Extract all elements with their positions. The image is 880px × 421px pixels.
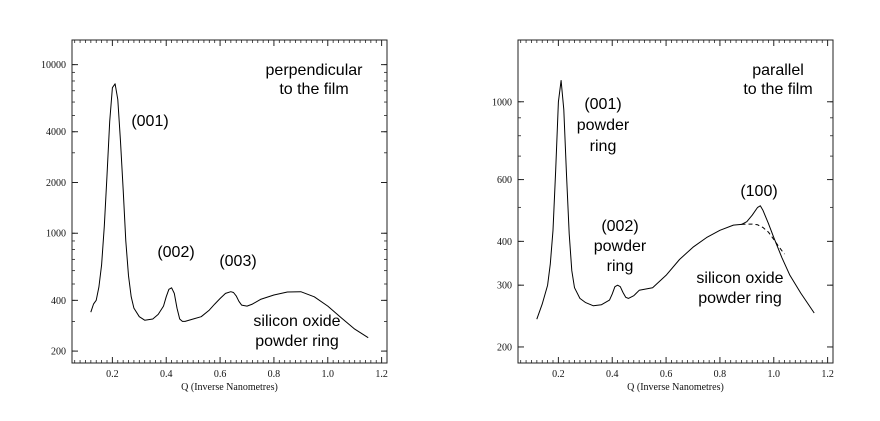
annotation: (002) [157,244,194,261]
annotation: (002) powder ring [594,218,647,275]
x-tick-label: 0.6 [660,369,673,380]
annotation: (100) [740,183,777,200]
series-line [90,83,369,339]
annotation: perpendicular to the film [266,62,364,98]
annotation-line: perpendicular [266,62,364,79]
annotation: (001) powder ring [577,96,630,155]
annotation-line: powder ring [698,290,782,307]
annotation-line: ring [607,258,634,275]
annotation-line: parallel [752,62,804,79]
annotation-line: (001) [584,96,621,113]
y-tick-label: 2000 [46,178,66,189]
annotation-line: to the film [279,81,348,98]
y-tick-label: 200 [497,342,512,353]
annotation-line: ring [590,138,617,155]
annotation: parallel to the film [743,62,812,98]
y-tick-label: 600 [497,175,512,186]
series-line-dashed [741,223,785,255]
y-tick-label: 300 [497,281,512,292]
y-tick-label: 4000 [46,127,66,138]
x-tick-label: 1.2 [375,369,388,380]
annotation-line: (002) [157,244,194,261]
plot-frame [517,39,834,364]
annotation-line: powder [594,238,647,255]
x-tick-label: 0.8 [714,369,727,380]
annotation-line: silicon oxide [696,270,783,287]
annotation-line: (001) [131,113,168,130]
annotation-line: powder ring [255,333,339,350]
x-tick-label: 1.0 [768,369,781,380]
x-axis-title: Q (Inverse Nanometres) [627,382,724,393]
annotation: silicon oxide powder ring [696,270,783,307]
y-tick-label: 400 [497,237,512,248]
chart-parallel: 0.2 0.4 0.6 0.8 1.0 1.2 200 300 400 600 1000 Q (Inv… [492,39,834,393]
y-tick-label: 1000 [46,229,66,240]
y-tick-label: 1000 [492,97,512,108]
x-tick-label: 0.2 [552,369,565,380]
x-tick-label: 0.6 [214,369,227,380]
annotation-line: (003) [219,253,256,270]
y-tick-label: 400 [51,296,66,307]
x-axis-title: Q (Inverse Nanometres) [181,382,278,393]
annotation-line: (100) [740,183,777,200]
series-line [536,80,815,320]
annotation-line: silicon oxide [253,313,340,330]
x-tick-label: 0.8 [268,369,281,380]
annotation-line: powder [577,117,630,134]
plot-frame [71,39,388,364]
annotation-line: (002) [601,218,638,235]
x-tick-label: 1.0 [322,369,335,380]
chart-perpendicular: 0.2 0.4 0.6 0.8 1.0 1.2 200 400 1000 2000 4000 1000… [41,39,388,393]
annotation: (003) [219,253,256,270]
annotation-line: to the film [743,81,812,98]
x-tick-label: 0.2 [106,369,119,380]
y-tick-label: 200 [51,347,66,358]
x-tick-label: 0.4 [160,369,173,380]
y-tick-label: 10000 [41,60,66,71]
x-tick-label: 0.4 [606,369,619,380]
annotation: (001) [131,113,168,130]
x-tick-label: 1.2 [821,369,834,380]
annotation: silicon oxide powder ring [253,313,340,350]
